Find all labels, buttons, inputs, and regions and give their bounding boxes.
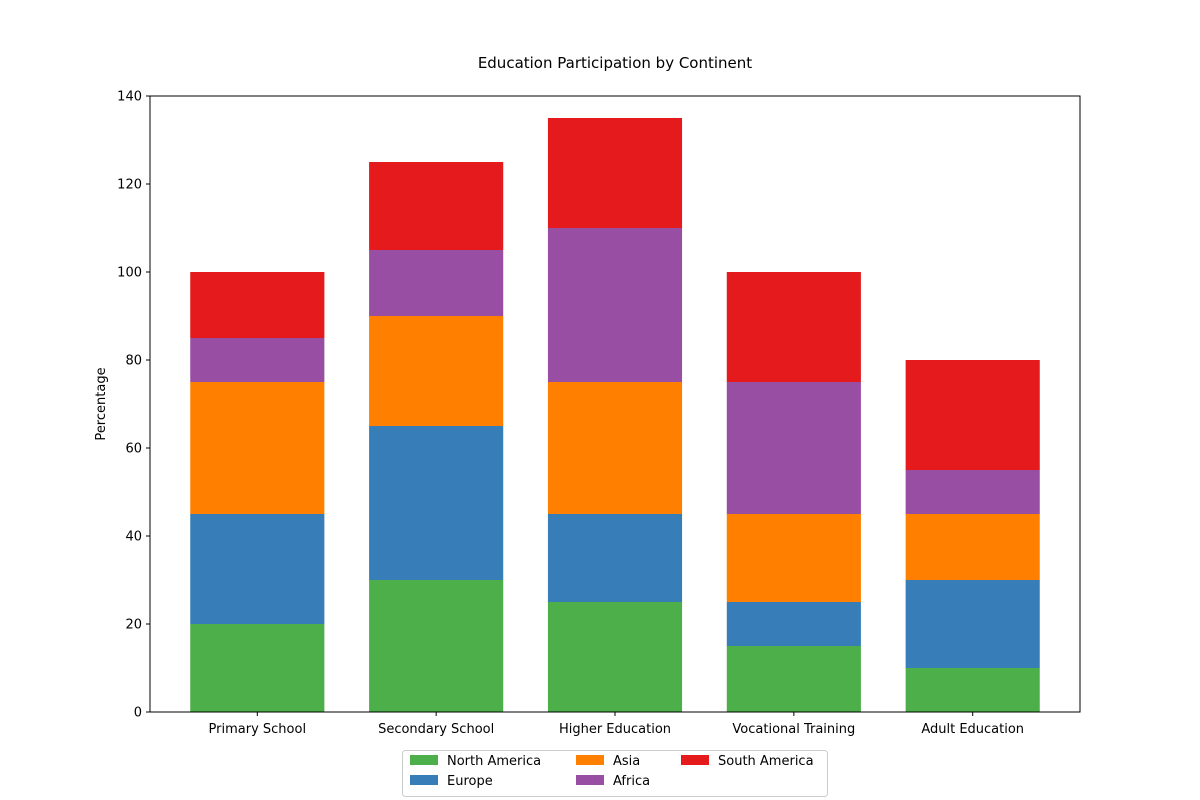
legend-label: North America xyxy=(447,754,541,769)
bar-segment-south-america xyxy=(547,118,683,228)
bar-segment-africa xyxy=(905,470,1040,514)
bar-segment-north-america xyxy=(726,646,861,712)
y-tick-label: 0 xyxy=(134,706,142,721)
bar-segment-europe xyxy=(905,580,1040,668)
y-tick-label: 60 xyxy=(125,442,142,457)
legend-swatch xyxy=(410,775,438,785)
y-tick-label: 100 xyxy=(117,266,142,281)
x-tick-label: Adult Education xyxy=(921,722,1024,737)
legend-swatch xyxy=(576,775,604,785)
bar-segment-asia xyxy=(369,316,504,426)
legend-swatch xyxy=(576,755,604,765)
x-tick-label: Vocational Training xyxy=(732,722,855,737)
legend-frame xyxy=(402,750,828,797)
legend-swatch xyxy=(681,755,709,765)
y-tick-label: 40 xyxy=(125,530,142,545)
chart-title: Education Participation by Continent xyxy=(478,54,752,72)
bar-segment-south-america xyxy=(905,360,1040,470)
x-tick-label: Higher Education xyxy=(559,722,671,737)
y-tick-label: 20 xyxy=(125,618,142,633)
y-axis-label: Percentage xyxy=(94,367,109,440)
bar-segment-north-america xyxy=(369,580,504,712)
legend-swatch xyxy=(410,755,438,765)
legend: North America Europe Asia Africa South Ameri… xyxy=(402,750,828,797)
y-tick-label: 80 xyxy=(125,354,142,369)
x-tick-label: Secondary School xyxy=(378,722,494,737)
y-axis: 0 20 40 60 80 100 120 140 xyxy=(117,90,150,721)
x-tick-label: Primary School xyxy=(209,722,307,737)
bar-segment-europe xyxy=(547,514,683,602)
bar-segment-north-america xyxy=(547,602,683,712)
bar-segment-europe xyxy=(726,602,861,646)
bar-segment-europe xyxy=(369,426,504,580)
bar-segment-south-america xyxy=(369,162,504,250)
bar-segment-europe xyxy=(190,514,325,624)
y-tick-label: 120 xyxy=(117,178,142,193)
bar-segment-north-america xyxy=(905,668,1040,712)
bar-segment-asia xyxy=(726,514,861,602)
bars-group xyxy=(190,118,1040,712)
legend-label: Asia xyxy=(613,754,640,769)
bar-segment-africa xyxy=(369,250,504,316)
bar-segment-south-america xyxy=(190,272,325,338)
bar-segment-asia xyxy=(547,382,683,514)
bar-segment-africa xyxy=(547,228,683,382)
bar-segment-asia xyxy=(190,382,325,514)
bar-segment-south-america xyxy=(726,272,861,382)
legend-label: Africa xyxy=(613,774,650,789)
x-axis: Primary School Secondary School Higher Edu… xyxy=(209,712,1024,737)
y-tick-label: 140 xyxy=(117,90,142,105)
bar-segment-asia xyxy=(905,514,1040,580)
bar-segment-north-america xyxy=(190,624,325,712)
bar-segment-africa xyxy=(190,338,325,382)
bar-segment-africa xyxy=(726,382,861,514)
legend-label: South America xyxy=(718,754,814,769)
legend-label: Europe xyxy=(447,774,493,789)
